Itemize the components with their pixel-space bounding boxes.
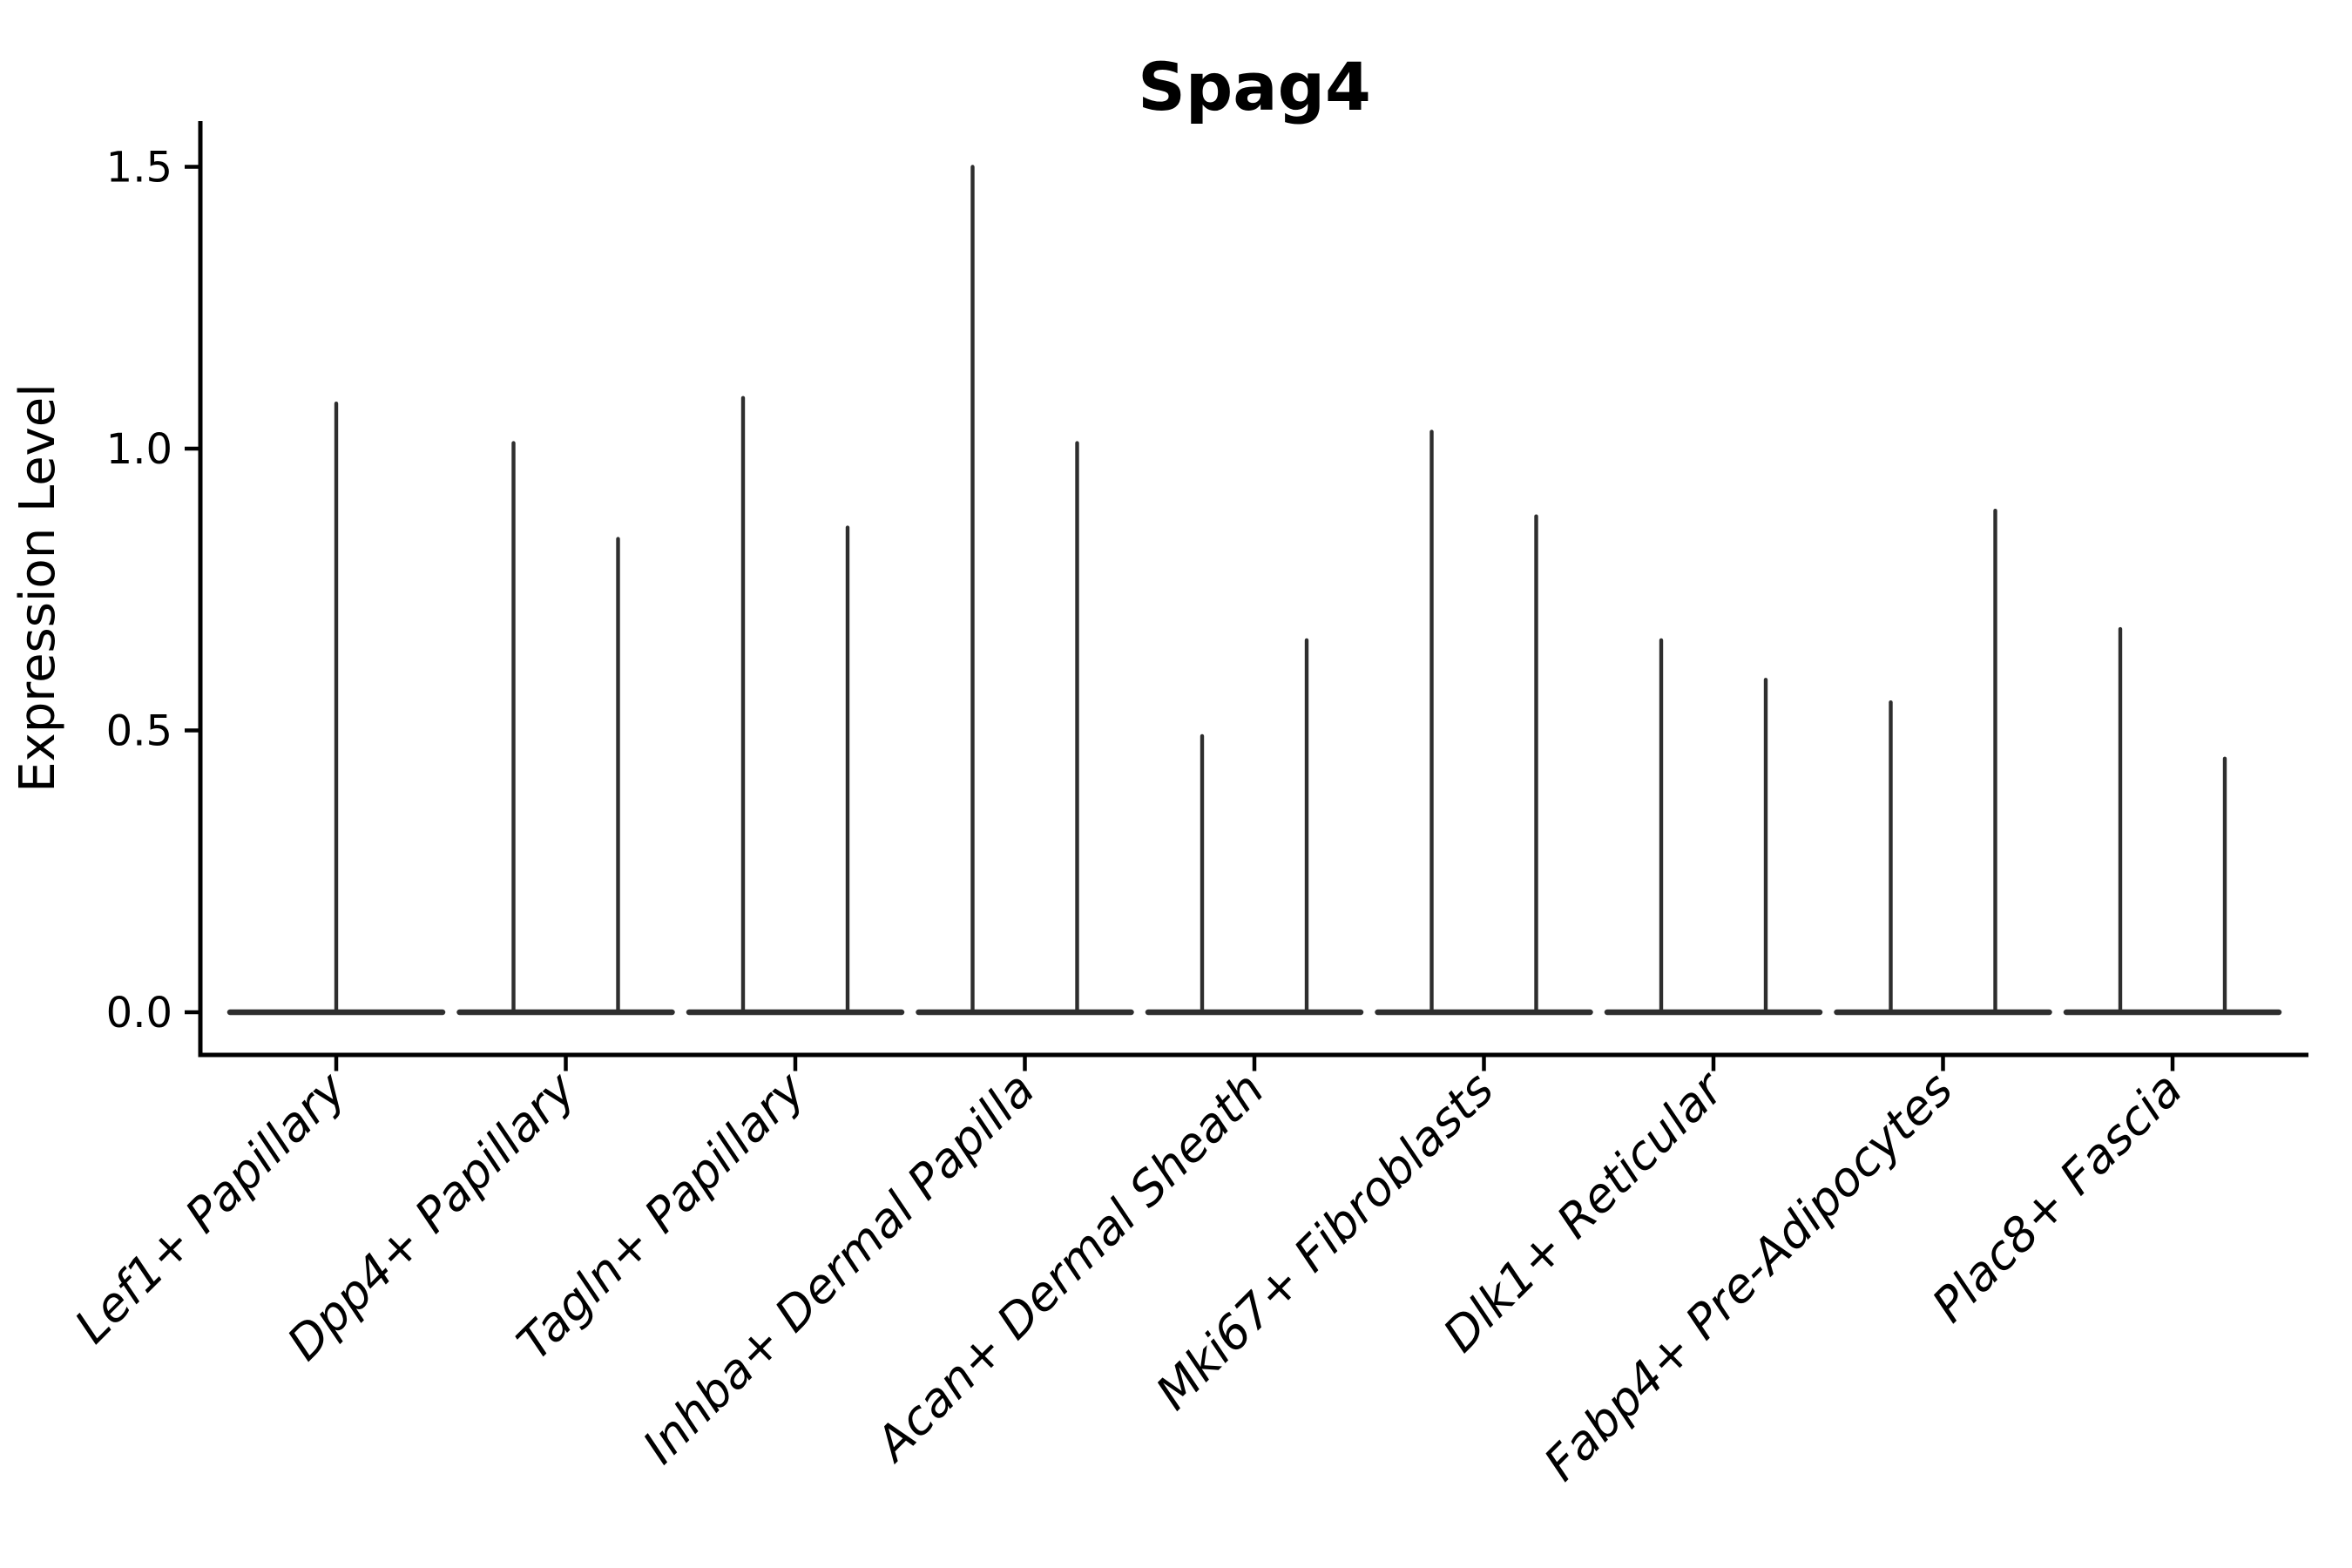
violin-group bbox=[1375, 429, 1593, 1016]
y-tick-label: 1.0 bbox=[106, 425, 172, 474]
violin-group bbox=[916, 165, 1134, 1016]
y-tick-label: 0.5 bbox=[106, 707, 172, 756]
violin-group bbox=[1145, 638, 1364, 1016]
y-tick-label: 1.5 bbox=[106, 144, 172, 193]
violin-group bbox=[686, 395, 905, 1016]
plot-title: Spag4 bbox=[1138, 48, 1371, 125]
x-tick-label: Fabp4+ Pre-Adipocytes bbox=[1533, 1062, 1963, 1491]
x-tick-label: Acan+ Dermal Sheath bbox=[863, 1062, 1274, 1473]
violin-group bbox=[456, 441, 675, 1016]
violin-group bbox=[2063, 626, 2282, 1016]
violin-group bbox=[1604, 638, 1823, 1016]
x-tick-label: Inhba+ Dermal Papilla bbox=[632, 1062, 1045, 1475]
violin-layer bbox=[226, 165, 2282, 1016]
violin-group bbox=[226, 402, 446, 1016]
x-tick-label: Plac8+ Fascia bbox=[1922, 1062, 2193, 1333]
violin-group bbox=[1834, 508, 2052, 1016]
y-tick-label: 0.0 bbox=[106, 989, 172, 1037]
y-axis-label: Expression Level bbox=[10, 383, 66, 793]
